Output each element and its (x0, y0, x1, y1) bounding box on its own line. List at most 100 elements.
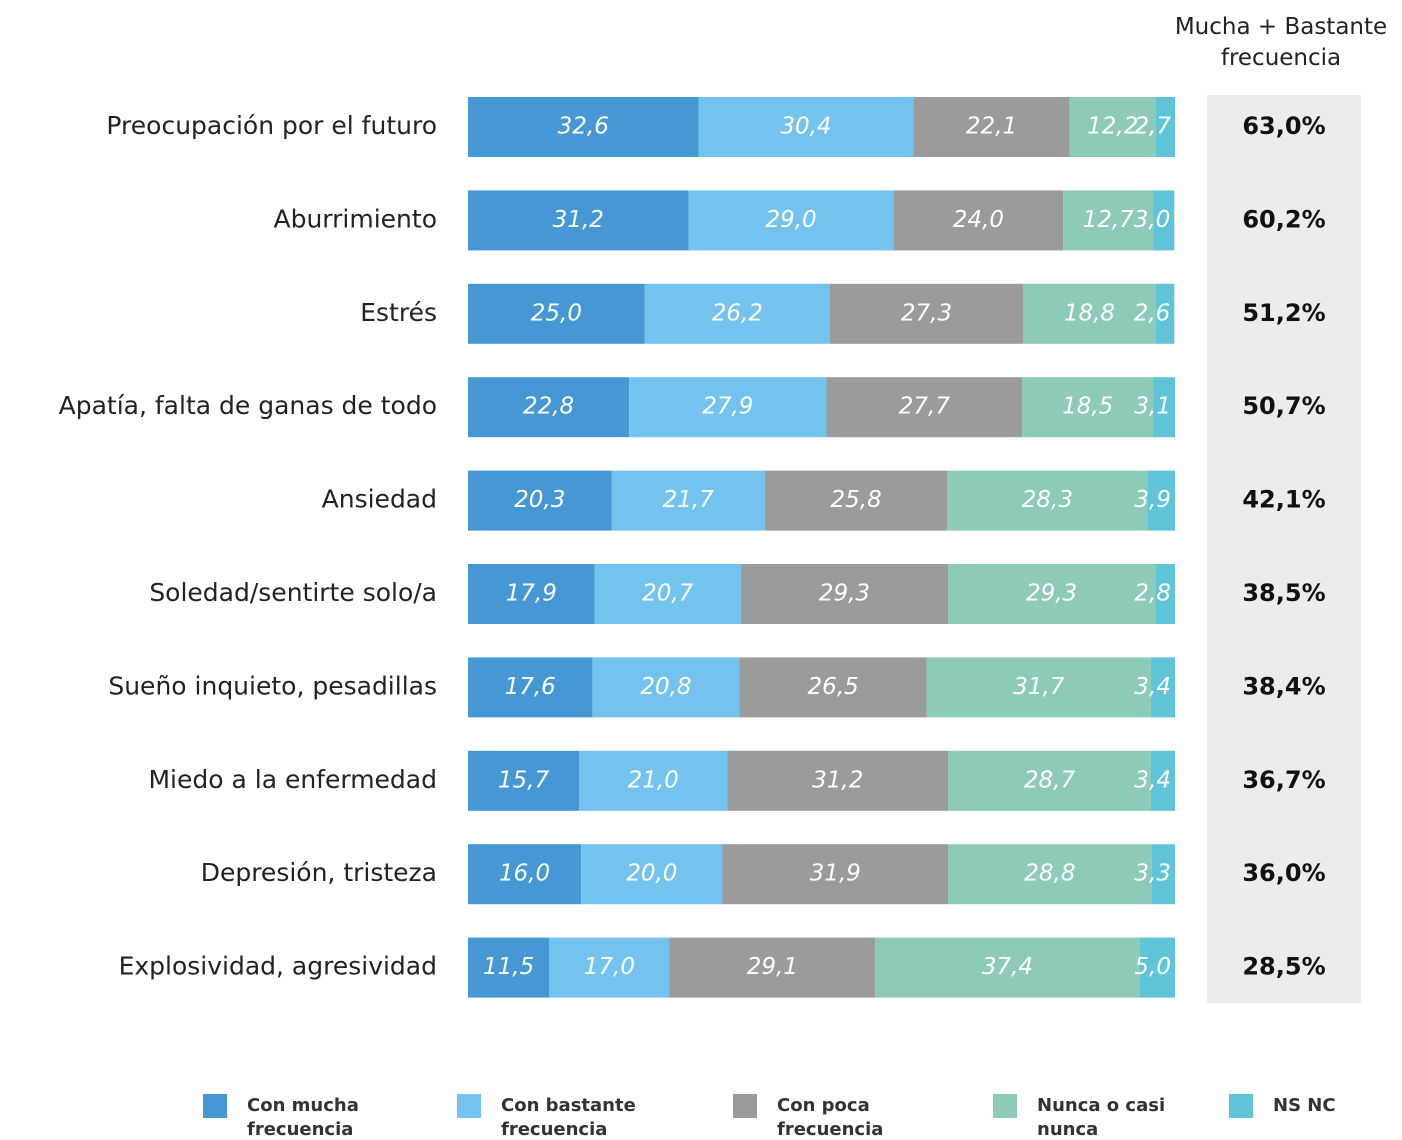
total-label: 38,4% (1242, 672, 1325, 700)
bar-segment (948, 564, 1156, 624)
legend-label: Con bastante frecuencia (501, 1095, 636, 1140)
value-label: 37,4 (982, 954, 1033, 980)
legend-item: Con bastante frecuencia (457, 1094, 636, 1140)
legend-label: Nunca o casi nunca (1037, 1095, 1166, 1140)
bar-segment (688, 190, 894, 251)
value-label: 27,3 (901, 300, 952, 326)
bar-segment (1153, 377, 1175, 438)
legend-swatch (993, 1094, 1017, 1118)
bar-segment (727, 750, 949, 811)
bar-segment (722, 844, 949, 905)
bar-segment (1155, 283, 1175, 344)
value-label: 3,4 (1134, 767, 1171, 793)
value-label: 31,2 (812, 767, 863, 793)
legend-label: NS NC (1273, 1095, 1336, 1116)
value-label: 29,0 (765, 207, 816, 233)
value-label: 21,0 (628, 767, 679, 793)
bar-segment (1150, 750, 1175, 811)
value-label: 28,3 (1022, 487, 1073, 513)
value-label: 17,0 (584, 954, 635, 980)
value-label: 26,5 (808, 674, 859, 700)
bar-segment (1150, 657, 1175, 718)
value-label: 2,7 (1134, 114, 1171, 140)
value-label: 22,8 (523, 394, 574, 420)
bar-segment (468, 470, 612, 531)
bar-segment (644, 283, 830, 344)
bar-segment (468, 937, 550, 998)
bar-segment (926, 657, 1151, 718)
value-label: 30,4 (780, 114, 831, 140)
bar-segment (1139, 937, 1175, 998)
value-label: 21,7 (663, 487, 715, 513)
bar-segment (826, 377, 1023, 438)
value-label: 25,8 (831, 487, 882, 513)
bar-segment (468, 190, 689, 251)
legend-label: Con mucha frecuencia (247, 1095, 359, 1140)
bar-segment (468, 750, 579, 811)
value-label: 31,9 (810, 861, 861, 887)
category-label: Preocupación por el futuro (106, 111, 437, 140)
legend-label: Con poca frecuencia (777, 1095, 884, 1140)
value-label: 24,0 (953, 207, 1004, 233)
value-label: 28,8 (1024, 861, 1075, 887)
bar-segment (740, 564, 949, 624)
bar-segment (1069, 97, 1156, 157)
category-label: Apatía, falta de ganas de todo (59, 391, 437, 420)
bar-segment (893, 190, 1064, 251)
value-label: 12,2 (1087, 114, 1138, 140)
bar-segment (1147, 470, 1175, 531)
category-label: Estrés (360, 298, 437, 327)
bar-segment (468, 564, 595, 624)
value-label: 20,3 (514, 487, 565, 513)
bar-segment (913, 97, 1070, 157)
category-label: Aburrimiento (273, 204, 437, 233)
bar-segment (468, 283, 645, 344)
bar-segment (1155, 564, 1175, 624)
value-label: 16,0 (499, 861, 550, 887)
bar-segment (468, 97, 699, 157)
category-label: Miedo a la enfermedad (148, 765, 437, 794)
bar-segment (948, 844, 1152, 905)
bar-segment (947, 470, 1148, 531)
value-label: 12,7 (1083, 207, 1135, 233)
bar-segment (592, 657, 740, 718)
bar-segment (594, 564, 741, 624)
value-label: 31,7 (1013, 674, 1065, 700)
bar-segment (1155, 97, 1175, 157)
bar-segment (468, 657, 593, 718)
legend-swatch (733, 1094, 757, 1118)
legend-swatch (457, 1094, 481, 1118)
value-label: 29,3 (1026, 581, 1077, 607)
bar-segment (611, 470, 765, 531)
total-label: 38,5% (1242, 579, 1325, 607)
value-label: 3,3 (1134, 861, 1171, 887)
totals-panel (1207, 95, 1361, 1003)
value-label: 27,7 (899, 394, 951, 420)
value-label: 18,5 (1062, 394, 1113, 420)
bar-segment (948, 750, 1151, 811)
value-label: 11,5 (483, 954, 534, 980)
bar-segment (669, 937, 876, 998)
total-label: 42,1% (1242, 486, 1325, 514)
value-label: 5,0 (1134, 954, 1171, 980)
value-label: 27,9 (702, 394, 753, 420)
bar-segment (468, 377, 630, 438)
value-label: 3,1 (1134, 394, 1171, 420)
bar-segment (468, 844, 582, 905)
bar-segment (1153, 190, 1175, 251)
bar-segment (629, 377, 827, 438)
bar-segment (764, 470, 948, 531)
category-label: Explosividad, agresividad (119, 952, 437, 981)
value-label: 20,7 (642, 581, 694, 607)
legend-item: NS NC (1229, 1094, 1402, 1118)
total-label: 28,5% (1242, 953, 1325, 981)
value-label: 2,8 (1134, 581, 1171, 607)
bar-segment (549, 937, 670, 998)
legend-swatch (203, 1094, 227, 1118)
total-label: 51,2% (1242, 299, 1325, 327)
value-label: 17,9 (506, 581, 557, 607)
value-label: 18,8 (1064, 300, 1115, 326)
totals-title: Mucha + Bastante frecuencia (1174, 14, 1388, 71)
bar-segment (698, 97, 914, 157)
